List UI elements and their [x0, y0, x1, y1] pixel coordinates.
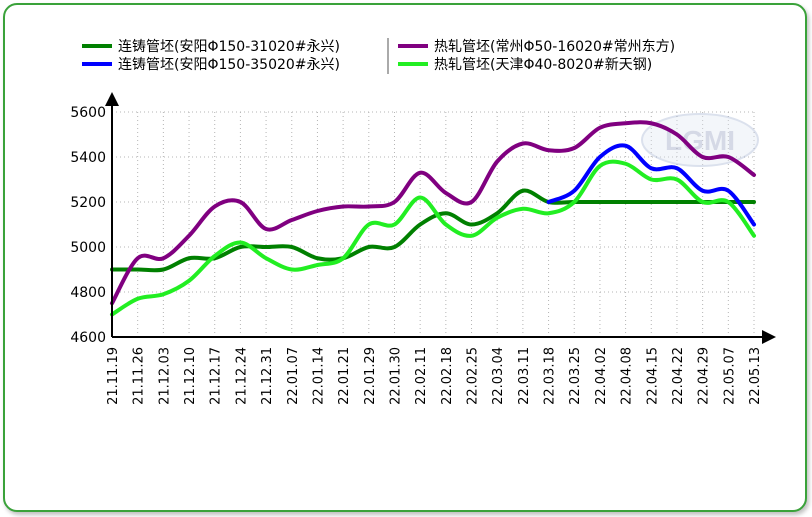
legend-label-1: 连铸管坯(安阳Φ150-31020#永兴)	[118, 39, 340, 55]
x-tick-label: 21.12.03	[157, 347, 172, 405]
legend-label-3: 热轧管坯(常州Φ50-16020#常州东方)	[434, 39, 675, 55]
y-tick-labels: 4600 4800 5000 5200 5400 5600	[70, 105, 106, 346]
x-tick-label: 22.04.29	[697, 347, 712, 405]
legend-item-1: 连铸管坯(安阳Φ150-31020#永兴)	[82, 39, 340, 55]
legend-label-4: 热轧管坯(天津Φ40-8020#新天钢)	[434, 57, 652, 73]
legend-item-3: 热轧管坯(常州Φ50-16020#常州东方)	[398, 39, 675, 55]
x-tick-label: 22.01.29	[363, 347, 378, 405]
y-tick-label: 5000	[70, 240, 106, 256]
series-line-2	[546, 143, 756, 227]
y-tick-label: 5200	[70, 195, 106, 211]
x-tick-label: 22.05.07	[722, 347, 737, 405]
legend-label-2: 连铸管坯(安阳Φ150-35020#永兴)	[118, 57, 340, 73]
x-tick-label: 22.04.15	[645, 347, 660, 405]
watermark-logo: LGMI	[641, 113, 759, 167]
y-tick-label: 4800	[70, 285, 106, 301]
legend-item-2: 连铸管坯(安阳Φ150-35020#永兴)	[82, 57, 340, 73]
x-tick-label: 22.05.13	[748, 347, 763, 405]
watermark-text: LGMI	[665, 125, 735, 156]
x-tick-label: 22.03.18	[543, 347, 558, 405]
x-axis-arrow	[762, 330, 776, 344]
series-lines	[110, 120, 756, 317]
x-tick-label: 21.12.17	[209, 347, 224, 405]
y-axis-arrow	[105, 92, 119, 106]
x-tick-label: 22.04.02	[594, 347, 609, 405]
x-tick-label: 21.12.31	[260, 347, 275, 405]
y-tick-label: 4600	[70, 330, 106, 346]
x-tick-label: 22.03.25	[568, 347, 583, 405]
x-tick-label: 22.03.04	[491, 347, 506, 405]
series-line-3	[110, 120, 756, 306]
x-tick-label: 22.01.14	[311, 347, 326, 405]
x-tick-label: 22.01.21	[337, 347, 352, 405]
x-tick-label: 21.11.19	[106, 347, 121, 405]
series-line-1	[110, 188, 756, 273]
legend: 连铸管坯(安阳Φ150-31020#永兴) 连铸管坯(安阳Φ150-35020#…	[82, 38, 675, 74]
x-tick-label: 22.02.18	[440, 347, 455, 405]
x-tick-label: 22.03.11	[517, 347, 532, 405]
x-tick-labels: 21.11.19 21.11.26 21.12.03 21.12.10 21.12.17…	[106, 347, 763, 405]
x-tick-label: 22.02.25	[466, 347, 481, 405]
legend-item-4: 热轧管坯(天津Φ40-8020#新天钢)	[398, 57, 652, 73]
x-tick-label: 22.04.08	[620, 347, 635, 405]
y-tick-label: 5600	[70, 105, 106, 121]
x-tick-label: 22.01.30	[388, 347, 403, 405]
x-tick-label: 22.02.11	[414, 347, 429, 405]
x-tick-label: 21.12.10	[183, 347, 198, 405]
y-tick-label: 5400	[70, 150, 106, 166]
series-line-4	[110, 159, 756, 317]
x-tick-label: 22.01.07	[286, 347, 301, 405]
x-tick-label: 21.11.26	[132, 347, 147, 405]
x-tick-label: 22.04.22	[671, 347, 686, 405]
x-tick-label: 21.12.24	[234, 347, 249, 405]
